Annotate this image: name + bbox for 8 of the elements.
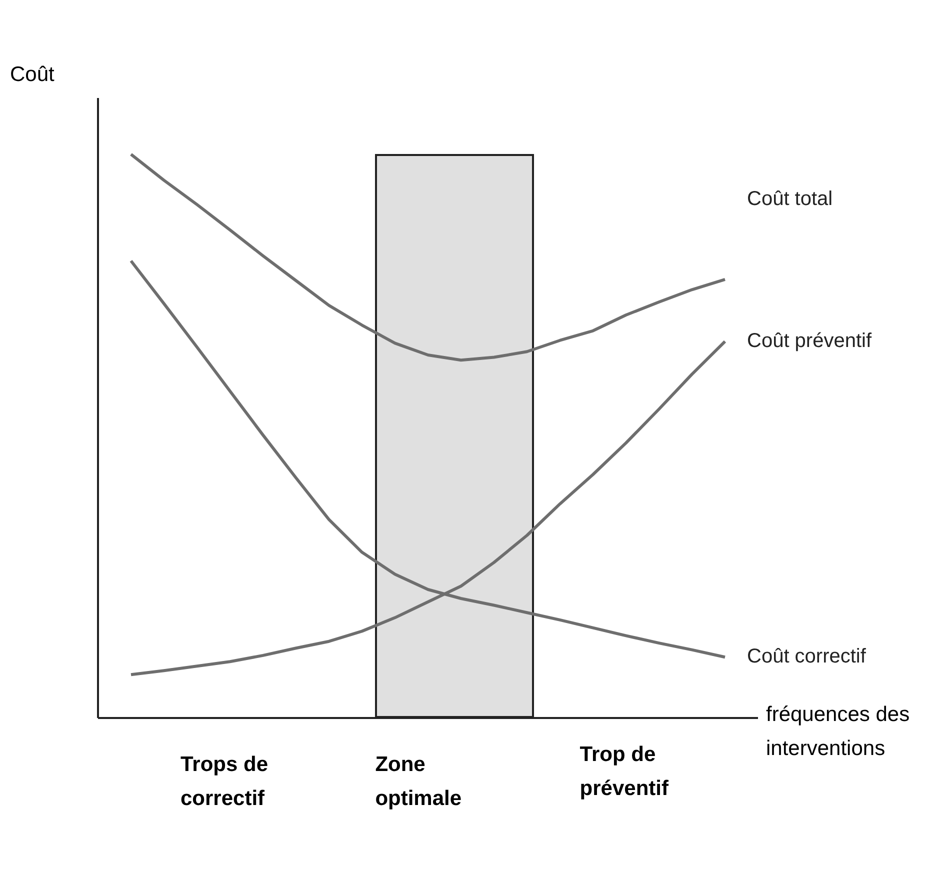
text: Trop de préventif — [580, 742, 670, 802]
text: Zone optimale — [375, 752, 463, 812]
y-axis-title: Coût — [10, 63, 54, 87]
series-label: Coût préventif — [747, 330, 872, 352]
x-axis-title: fréquences des interventions — [766, 702, 911, 762]
series-label: Coût correctif — [747, 645, 866, 668]
text: Trops de correctif — [180, 752, 270, 812]
text: Coût total — [747, 188, 833, 210]
